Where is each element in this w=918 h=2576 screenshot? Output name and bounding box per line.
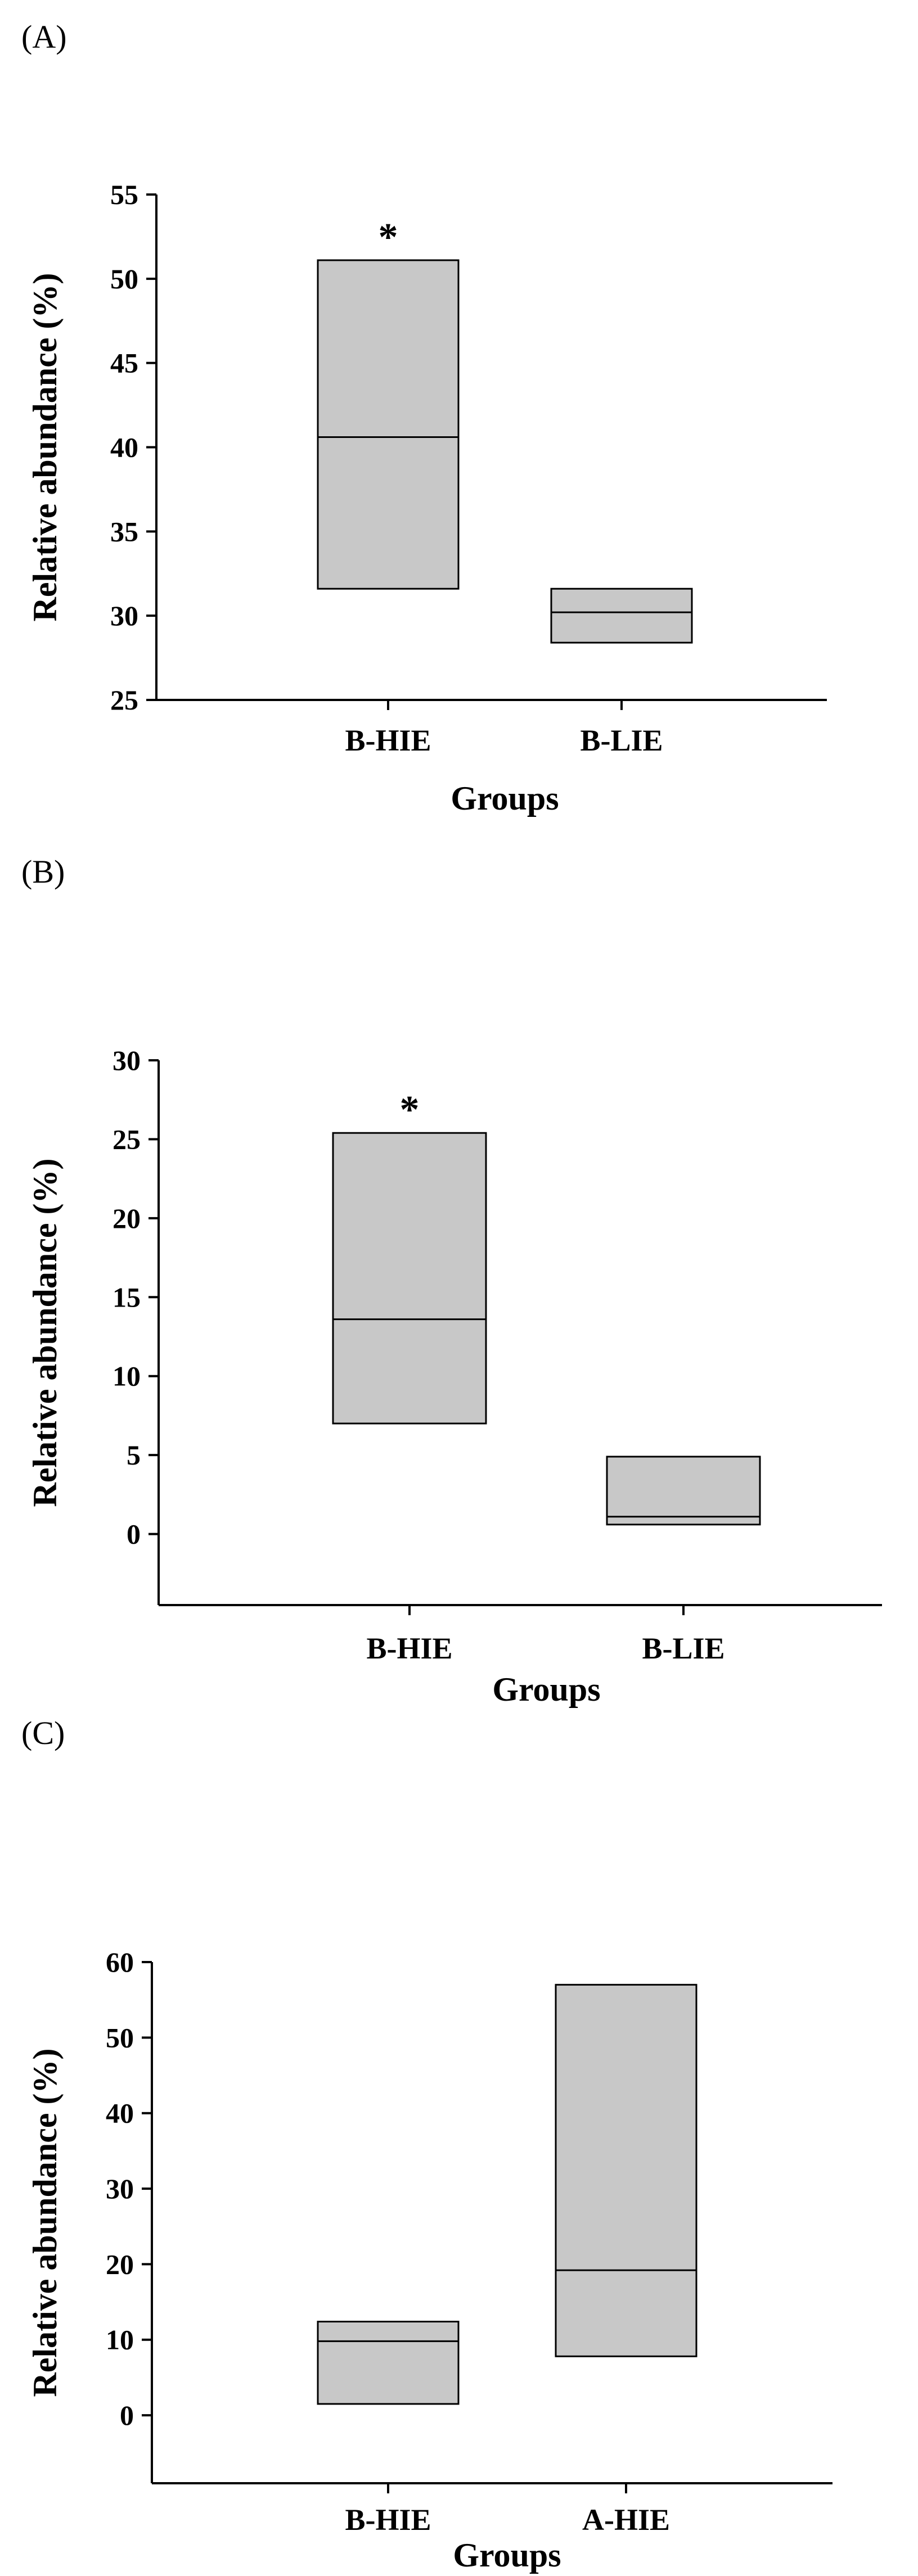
box (317, 2320, 460, 2405)
box (332, 1132, 487, 1425)
y-tick-label: 25 (110, 684, 138, 716)
x-category-label: A-HIE (582, 2503, 670, 2537)
x-axis-title: Groups (453, 2537, 561, 2574)
y-tick-label: 50 (110, 263, 138, 295)
y-tick-label: 10 (112, 1361, 141, 1392)
y-tick-label: 45 (110, 347, 138, 379)
y-tick-label: 30 (110, 600, 138, 631)
panel-a: (A) 25 30 35 40 45 50 55 * B-HIE B-LIE Groups Relati… (0, 0, 918, 832)
y-tick-label: 30 (106, 2173, 134, 2204)
panel-label: (C) (21, 1715, 65, 1751)
box (550, 587, 693, 644)
y-tick-label: 5 (127, 1439, 141, 1471)
y-tick-label: 20 (106, 2248, 134, 2280)
panel-label: (A) (21, 19, 67, 55)
y-axis-title: Relative abundance (%) (26, 273, 64, 622)
significance-marker: * (400, 1088, 420, 1132)
chart-a: (A) 25 30 35 40 45 50 55 * B-HIE B-LIE Groups Relati… (21, 19, 827, 817)
y-tick-label: 0 (120, 2399, 134, 2431)
y-tick-label: 35 (110, 516, 138, 547)
y-tick-label: 0 (127, 1519, 141, 1550)
y-tick-label: 40 (110, 432, 138, 463)
x-axis-title: Groups (492, 1671, 600, 1708)
y-tick-label: 10 (106, 2324, 134, 2356)
y-tick-label: 15 (112, 1281, 141, 1313)
x-axis-title: Groups (451, 780, 559, 817)
y-tick-label: 40 (106, 2098, 134, 2129)
panel-b: (B) 0 5 10 15 20 25 30 * B-HIE B-LIE Groups Relative… (0, 832, 918, 1708)
y-tick-label: 20 (112, 1203, 141, 1234)
y-tick-label: 25 (112, 1123, 141, 1155)
y-tick-label: 60 (106, 1946, 134, 1978)
chart-b: (B) 0 5 10 15 20 25 30 * B-HIE B-LIE Groups Relative… (21, 853, 882, 1708)
y-tick-label: 50 (106, 2022, 134, 2053)
panel-c: (C) 0 10 20 30 40 50 60 B-HIE A-HIE Groups Relative… (0, 1692, 918, 2576)
y-tick-label: 30 (112, 1045, 141, 1076)
box (317, 259, 460, 590)
x-category-label: B-LIE (580, 724, 663, 757)
y-axis-title: Relative abundance (%) (26, 2049, 64, 2397)
x-category-label: B-HIE (366, 1632, 452, 1665)
chart-c: (C) 0 10 20 30 40 50 60 B-HIE A-HIE Groups Relative… (21, 1715, 832, 2574)
x-category-label: B-HIE (345, 724, 431, 757)
panel-label: (B) (21, 853, 65, 890)
x-category-label: B-HIE (345, 2503, 431, 2537)
box (606, 1456, 761, 1526)
significance-marker: * (379, 216, 398, 259)
box (555, 1983, 698, 2357)
y-tick-label: 55 (110, 179, 138, 210)
x-category-label: B-LIE (642, 1632, 724, 1665)
y-axis-title: Relative abundance (%) (26, 1159, 64, 1507)
